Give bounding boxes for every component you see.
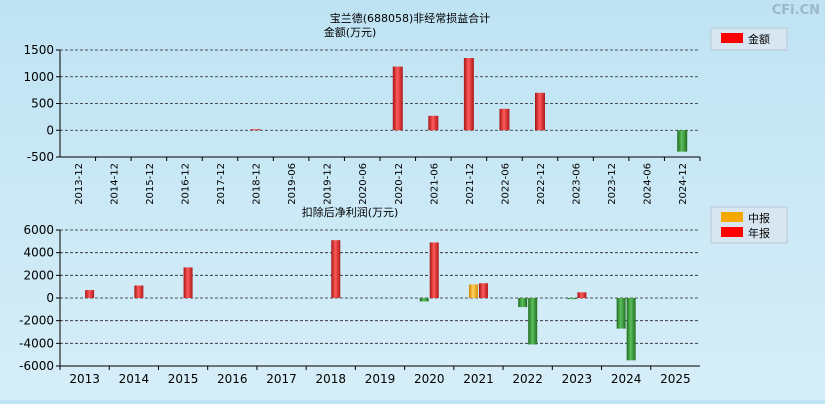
legend-swatch-interim: [721, 212, 743, 222]
x-tick-label: 2019-12: [323, 163, 334, 205]
chart-2-axis: 6000 4000 2000 0 -2000 -4000 -6000 2013 2014 2015…: [19, 223, 700, 386]
chart-1-title: 宝兰德(688058)非经常损益合计: [330, 11, 491, 25]
chart-2-title: 扣除后净利润(万元): [302, 205, 399, 219]
x-tick-label: 2024: [611, 372, 642, 386]
x-tick-label: 2020: [414, 372, 445, 386]
x-tick-label: 2014-12: [109, 163, 120, 205]
chart-1-bars: [250, 58, 688, 152]
y-tick-label: 1500: [23, 43, 54, 57]
x-tick-label: 2016: [217, 372, 248, 386]
bar-年报-2018: [331, 240, 341, 298]
x-tick-label: 2017: [266, 372, 297, 386]
bar-年报-2023: [577, 292, 587, 298]
bar-年报-2024: [626, 298, 636, 361]
chart-2-gridlines: [60, 229, 700, 367]
y-tick-label: -6000: [19, 359, 54, 373]
x-tick-label: 2020-12: [394, 163, 405, 205]
x-tick-label: 2023: [562, 372, 593, 386]
bar-中报-2023: [567, 298, 577, 300]
bar-年报-2013: [85, 290, 95, 298]
bar-年报-2022: [528, 298, 538, 345]
x-tick-label: 2022-12: [536, 163, 547, 205]
bar-中报-2020: [419, 298, 429, 302]
bar-年报-2015: [183, 267, 193, 298]
x-tick-label: 2023-06: [572, 163, 583, 205]
x-tick-label: 2024-12: [678, 163, 689, 205]
y-tick-label: -2000: [19, 314, 54, 328]
chart-2-net-profit-after-deduction: 扣除后净利润(万元) 6000 4000 2000 0 -2000 -4000 -6000 2…: [19, 205, 788, 386]
x-tick-label: 2014: [119, 372, 150, 386]
bar-金额-2018-12: [250, 129, 261, 131]
bar-金额-2020-12: [392, 66, 403, 131]
y-tick-label: 1000: [23, 70, 54, 84]
bar-中报-2021: [468, 284, 478, 298]
x-tick-label: 2021: [463, 372, 494, 386]
x-tick-label: 2022: [512, 372, 543, 386]
chart-1-ylabel: 金额(万元): [324, 25, 377, 39]
x-tick-label: 2013-12: [74, 163, 85, 205]
chart-1-nonrecurring-total: 宝兰德(688058)非经常损益合计 金额(万元) 1500 1000 500 0 -5…: [23, 11, 788, 205]
watermark: CFi.CN: [772, 3, 820, 18]
chart-2-legend: 中报 年报: [710, 206, 788, 244]
bar-金额-2024-12: [677, 130, 688, 152]
bar-金额-2021-12: [463, 58, 474, 131]
x-tick-label: 2019: [365, 372, 396, 386]
x-tick-label: 2018: [315, 372, 346, 386]
chart-1-legend: 金额: [710, 27, 788, 51]
x-tick-label: 2021-06: [429, 163, 440, 205]
x-tick-label: 2022-06: [500, 163, 511, 205]
y-tick-label: 4000: [23, 246, 54, 260]
x-tick-label: 2020-06: [358, 163, 369, 205]
bar-年报-2021: [478, 283, 488, 298]
x-tick-label: 2016-12: [180, 163, 191, 205]
y-tick-label: 500: [31, 97, 54, 111]
x-tick-label: 2015: [168, 372, 199, 386]
x-tick-label: 2017-12: [216, 163, 227, 205]
chart-1-gridlines: [60, 49, 700, 158]
legend-swatch-annual: [721, 227, 743, 237]
legend-label-annual: 年报: [748, 226, 770, 240]
legend-label-interim: 中报: [748, 211, 770, 225]
legend-swatch-amount: [721, 33, 743, 43]
x-tick-label: 2024-06: [643, 163, 654, 205]
x-tick-label: 2025: [660, 372, 691, 386]
x-tick-label: 2023-12: [607, 163, 618, 205]
y-tick-label: 6000: [23, 223, 54, 237]
bar-年报-2020: [429, 242, 439, 298]
chart-2-bars: [85, 240, 636, 361]
bar-年报-2014: [134, 285, 144, 298]
y-tick-label: 2000: [23, 268, 54, 282]
bar-金额-2021-06: [428, 115, 439, 131]
x-tick-label: 2015-12: [145, 163, 156, 205]
legend-label-amount: 金额: [748, 32, 770, 46]
x-tick-label: 2018-12: [252, 163, 263, 205]
bar-金额-2022-06: [499, 108, 510, 131]
y-tick-label: 0: [46, 291, 54, 305]
y-tick-label: 0: [46, 123, 54, 137]
y-tick-label: -500: [27, 150, 54, 164]
bar-中报-2022: [518, 298, 528, 308]
bar-中报-2024: [616, 298, 626, 329]
chart-1-axis: 1500 1000 500 0 -500 2013-12 2014-12 2015-12 201…: [23, 43, 701, 205]
x-tick-label: 2021-12: [465, 163, 476, 205]
bar-金额-2022-12: [535, 92, 545, 131]
x-tick-label: 2019-06: [287, 163, 298, 205]
x-tick-label: 2013: [69, 372, 100, 386]
y-tick-label: -4000: [19, 336, 54, 350]
